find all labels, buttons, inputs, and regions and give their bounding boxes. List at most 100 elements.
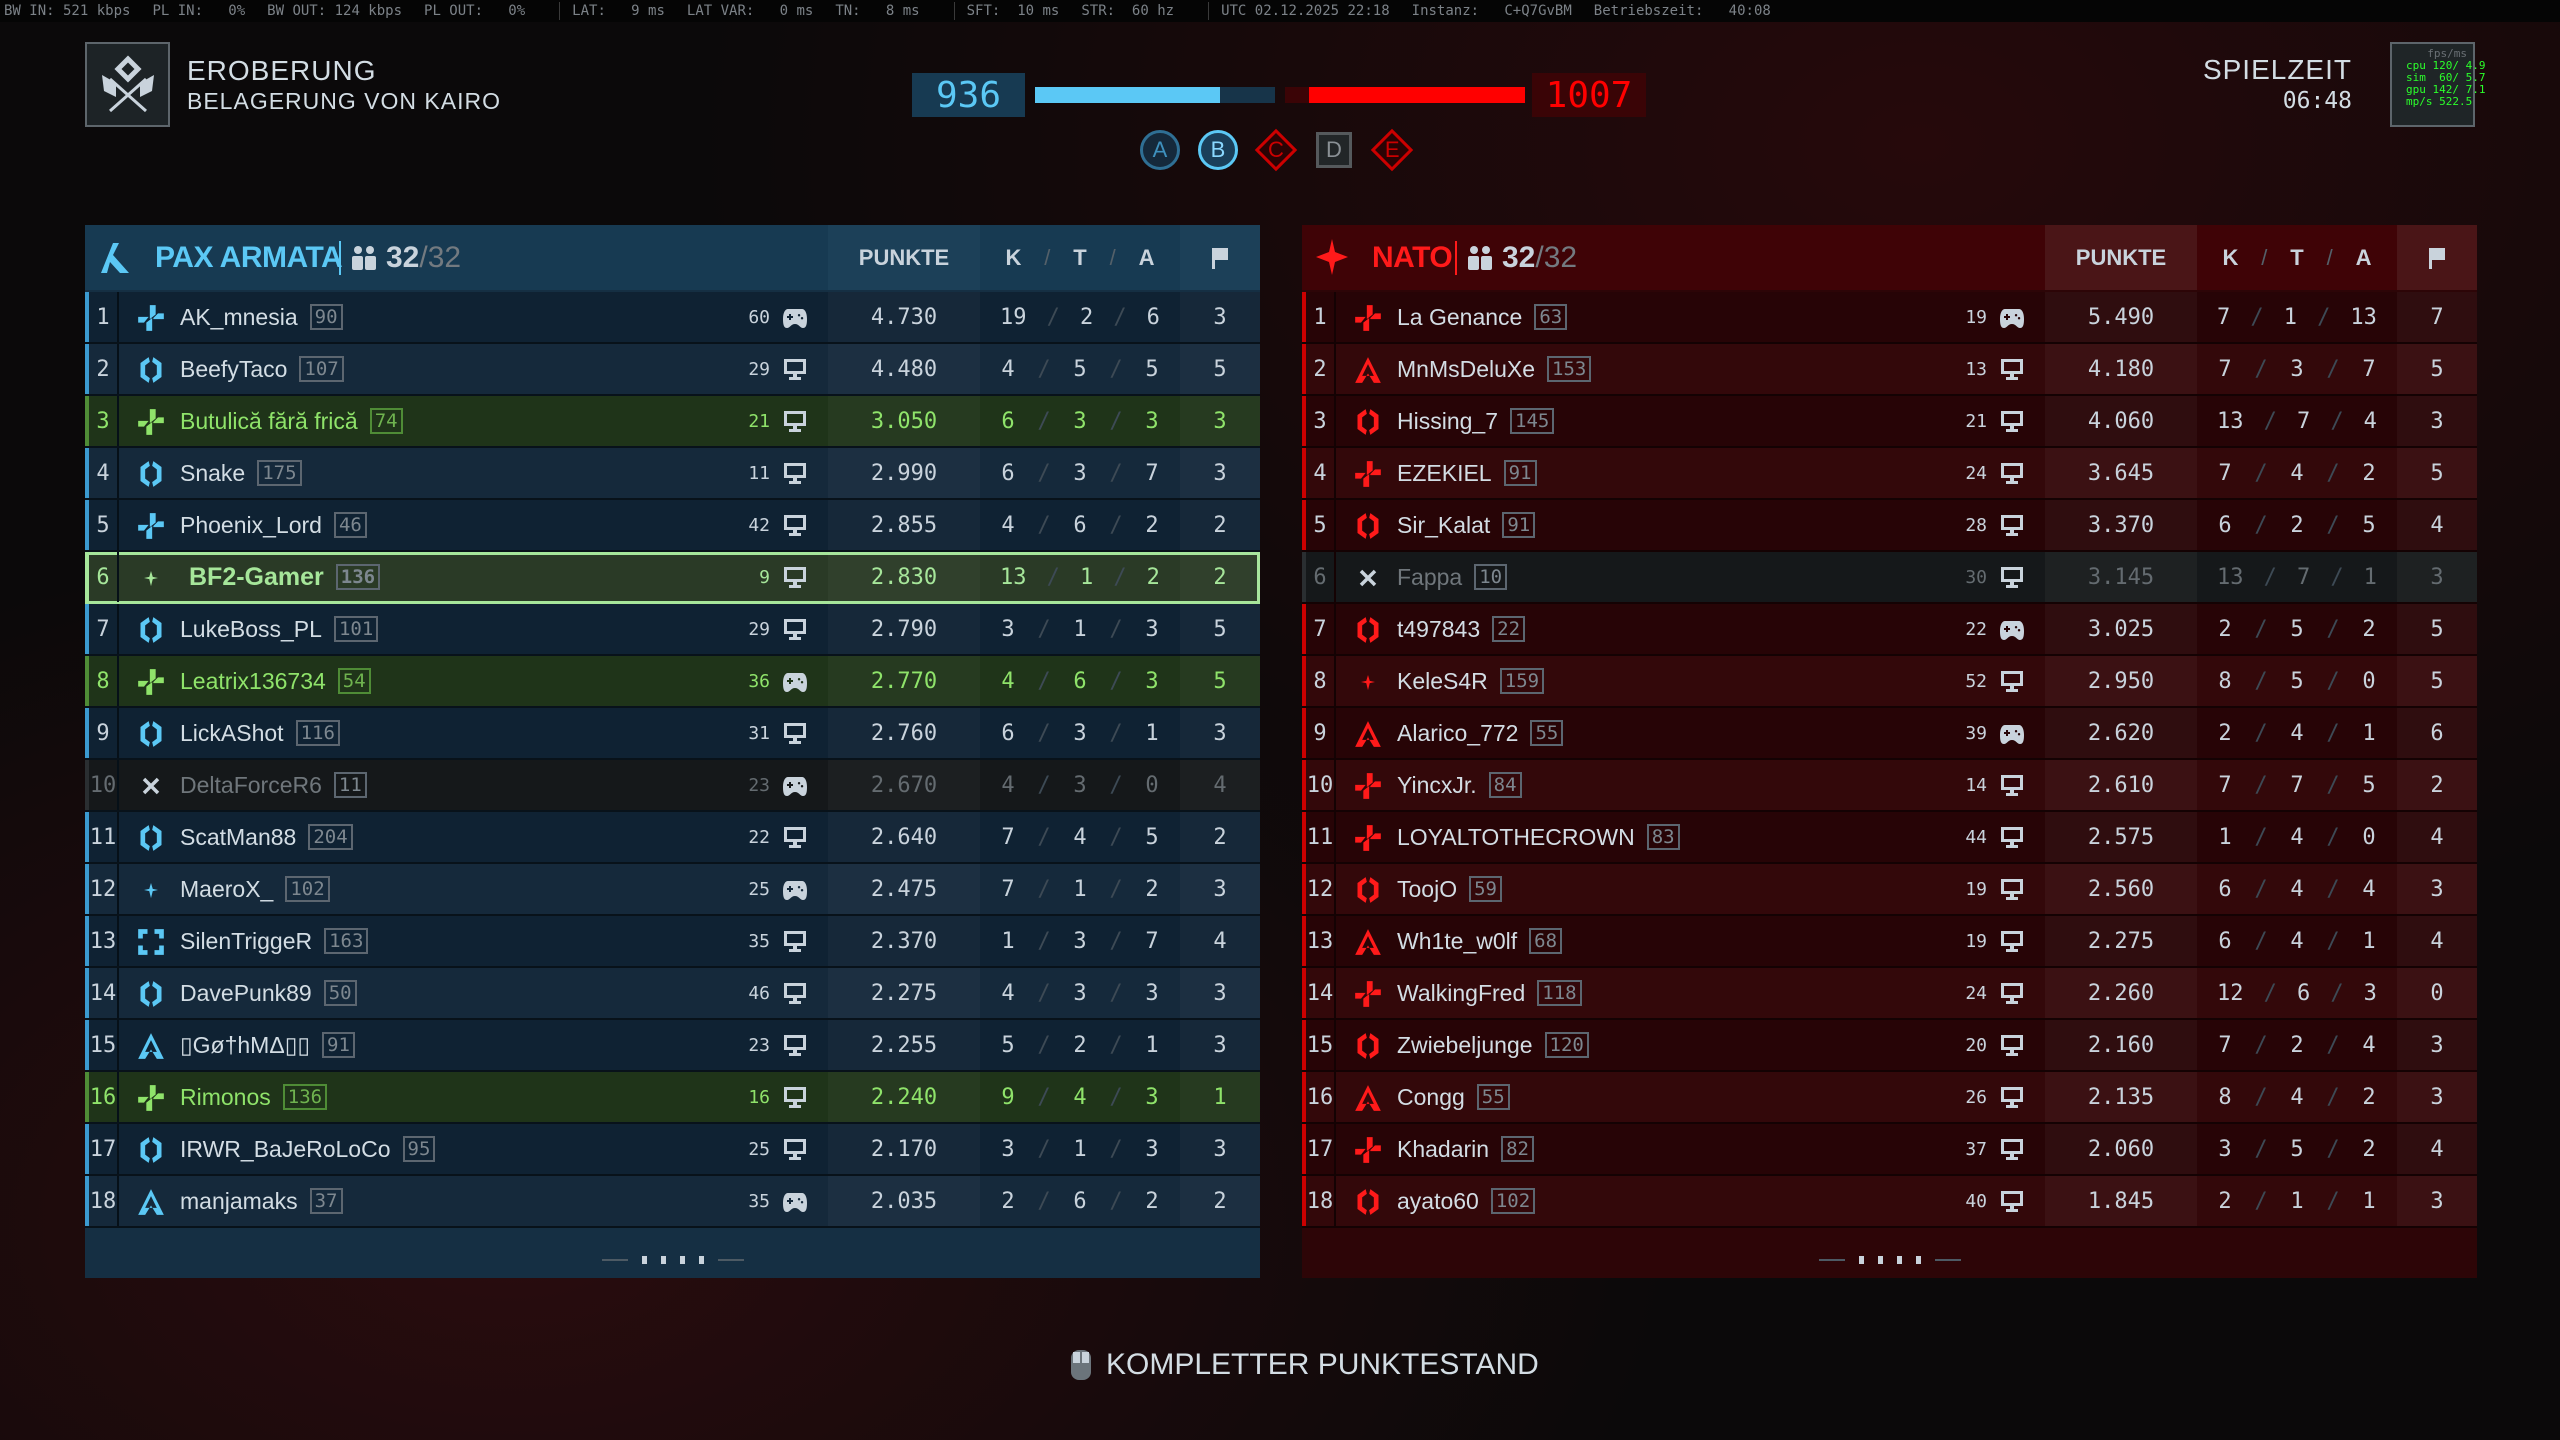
player-name[interactable]: MaeroX_ [180, 875, 274, 902]
player-row[interactable]: 17 Khadarin 82 37 2.060 3/5/2 4 [1302, 1124, 2477, 1176]
player-row[interactable]: 10 YincxJr. 84 14 2.610 7/7/5 2 [1302, 760, 2477, 812]
player-name[interactable]: La Genance [1397, 303, 1523, 330]
player-name[interactable]: t497843 [1397, 615, 1481, 642]
page-indicator[interactable] [1302, 1256, 2477, 1264]
player-deaths: 1 [1073, 876, 1087, 902]
column-header-score[interactable]: PUNKTE [2045, 225, 2197, 290]
player-name[interactable]: Fappa [1397, 563, 1463, 590]
player-name[interactable]: EZEKIEL [1397, 459, 1492, 486]
player-row[interactable]: 5 Phoenix_Lord 46 42 2.855 4/6/2 2 [85, 500, 1260, 552]
player-row[interactable]: 12 ToojO 59 19 2.560 6/4/4 3 [1302, 864, 2477, 916]
player-name[interactable]: Phoenix_Lord [180, 511, 322, 538]
player-assists: 6 [1146, 304, 1160, 330]
pc-monitor-icon [2001, 463, 2023, 484]
column-header-kills[interactable]: K [1005, 244, 1022, 270]
player-name[interactable]: Khadarin [1397, 1135, 1490, 1162]
player-row[interactable]: 14 WalkingFred 118 24 2.260 12/6/3 0 [1302, 968, 2477, 1020]
column-header-deaths[interactable]: T [2290, 244, 2304, 270]
player-row[interactable]: 9 Alarico_772 55 39 2.620 2/4/1 6 [1302, 708, 2477, 760]
player-name[interactable]: Alarico_772 [1397, 719, 1519, 746]
player-deaths: 3 [1073, 408, 1087, 434]
player-name[interactable]: Wh1te_w0lf [1397, 927, 1518, 954]
player-name[interactable]: DeltaForceR6 [180, 771, 322, 798]
player-assists: 7 [2362, 356, 2376, 382]
column-header-score[interactable]: PUNKTE [828, 225, 980, 290]
player-row[interactable]: 18 ayato60 102 40 1.845 2/1/1 3 [1302, 1176, 2477, 1228]
player-name[interactable]: ScatMan88 [180, 823, 297, 850]
player-name[interactable]: manjamaks [180, 1187, 298, 1214]
player-name[interactable]: Butulică fără frică [180, 407, 358, 434]
player-row[interactable]: 16 Rimonos 136 16 2.240 9/4/3 1 [85, 1072, 1260, 1124]
player-name[interactable]: WalkingFred [1397, 979, 1526, 1006]
player-row[interactable]: 7 LukeBoss_PL 101 29 2.790 3/1/3 5 [85, 604, 1260, 656]
player-row[interactable]: 11 LOYALTOTHECROWN 83 44 2.575 1/4/0 4 [1302, 812, 2477, 864]
player-name[interactable]: IRWR_BaJeRoLoCo [180, 1135, 391, 1162]
player-name[interactable]: BeefyTaco [180, 355, 288, 382]
player-row[interactable]: 15 ▯Gø†hMΔ▯▯ 91 23 2.255 5/2/1 3 [85, 1020, 1260, 1072]
player-name[interactable]: Congg [1397, 1083, 1465, 1110]
player-name[interactable]: LukeBoss_PL [180, 615, 322, 642]
player-rank: 7 [1306, 604, 1336, 654]
player-row[interactable]: 8 Leatrix136734 54 36 2.770 4/6/3 5 [85, 656, 1260, 708]
player-row[interactable]: 4 Snake 175 11 2.990 6/3/7 3 [85, 448, 1260, 500]
player-row[interactable]: 2 MnMsDeluXe 153 13 4.180 7/3/7 5 [1302, 344, 2477, 396]
player-row[interactable]: 7 t497843 22 22 3.025 2/5/2 5 [1302, 604, 2477, 656]
player-row[interactable]: 11 ScatMan88 204 22 2.640 7/4/5 2 [85, 812, 1260, 864]
player-name[interactable]: LickAShot [180, 719, 284, 746]
player-ping: 35 [748, 1190, 770, 1212]
column-header-kills[interactable]: K [2222, 244, 2239, 270]
player-name[interactable]: DavePunk89 [180, 979, 312, 1006]
page-indicator[interactable] [85, 1256, 1260, 1264]
player-name[interactable]: ToojO [1397, 875, 1458, 902]
player-assists: 2 [1145, 876, 1159, 902]
player-name[interactable]: MnMsDeluXe [1397, 355, 1536, 382]
column-header-assists[interactable]: A [2355, 244, 2372, 270]
player-row[interactable]: 17 IRWR_BaJeRoLoCo 95 25 2.170 3/1/3 3 [85, 1124, 1260, 1176]
player-row[interactable]: 2 BeefyTaco 107 29 4.480 4/5/5 5 [85, 344, 1260, 396]
column-header-kta[interactable]: K / T / A [1005, 244, 1155, 270]
player-row[interactable]: 13 Wh1te_w0lf 68 19 2.275 6/4/1 4 [1302, 916, 2477, 968]
player-name[interactable]: Zwiebeljunge [1397, 1031, 1533, 1058]
player-flags: 3 [2397, 396, 2477, 446]
column-header-flags[interactable] [1180, 225, 1260, 290]
player-name[interactable]: Rimonos [180, 1083, 271, 1110]
player-ping: 19 [1965, 878, 1987, 900]
player-row[interactable]: 12 MaeroX_ 102 25 2.475 7/1/2 3 [85, 864, 1260, 916]
player-name[interactable]: ▯Gø†hMΔ▯▯ [180, 1031, 311, 1058]
player-row[interactable]: 3 Butulică fără frică 74 21 3.050 6/3/3 3 [85, 396, 1260, 448]
player-name[interactable]: BF2-Gamer [189, 562, 324, 591]
player-name[interactable]: LOYALTOTHECROWN [1397, 823, 1635, 850]
player-row[interactable]: 9 LickAShot 116 31 2.760 6/3/1 3 [85, 708, 1260, 760]
player-name[interactable]: Leatrix136734 [180, 667, 326, 694]
column-header-kta[interactable]: K / T / A [2222, 244, 2372, 270]
player-row[interactable]: 5 Sir_Kalat 91 28 3.370 6/2/5 4 [1302, 500, 2477, 552]
player-row[interactable]: 4 EZEKIEL 91 24 3.645 7/4/2 5 [1302, 448, 2477, 500]
player-rank: 17 [1306, 1124, 1336, 1174]
player-row[interactable]: 16 Congg 55 26 2.135 8/4/2 3 [1302, 1072, 2477, 1124]
row-team-stripe [1302, 396, 1306, 446]
player-row[interactable]: 6 Fappa 10 30 3.145 13/7/1 3 [1302, 552, 2477, 604]
player-row[interactable]: 14 DavePunk89 50 46 2.275 4/3/3 3 [85, 968, 1260, 1020]
full-scoreboard-button[interactable]: KOMPLETTER PUNKTESTAND [1070, 1348, 1539, 1382]
column-header-deaths[interactable]: T [1073, 244, 1087, 270]
player-name[interactable]: Snake [180, 459, 246, 486]
player-name[interactable]: KeleS4R [1397, 667, 1488, 694]
player-row[interactable]: 8 KeleS4R 159 52 2.950 8/5/0 5 [1302, 656, 2477, 708]
player-row[interactable]: 18 manjamaks 37 35 2.035 2/6/2 2 [85, 1176, 1260, 1228]
player-name[interactable]: AK_mnesia [180, 303, 298, 330]
player-row[interactable]: 3 Hissing_7 145 21 4.060 13/7/4 3 [1302, 396, 2477, 448]
player-row[interactable]: 1 AK_mnesia 90 60 4.730 19/2/6 3 [85, 292, 1260, 344]
player-name[interactable]: Hissing_7 [1397, 407, 1498, 434]
player-name[interactable]: SilenTriggeR [180, 927, 313, 954]
column-header-flags[interactable] [2397, 225, 2477, 290]
row-team-stripe [85, 500, 89, 550]
column-header-assists[interactable]: A [1138, 244, 1155, 270]
player-name[interactable]: ayato60 [1397, 1187, 1479, 1214]
player-row[interactable]: 13 SilenTriggeR 163 35 2.370 1/3/7 4 [85, 916, 1260, 968]
player-row[interactable]: 1 La Genance 63 19 5.490 7/1/13 7 [1302, 292, 2477, 344]
player-name[interactable]: Sir_Kalat [1397, 511, 1491, 538]
player-row[interactable]: 6 BF2-Gamer 136 9 2.830 13/1/2 2 [85, 552, 1260, 604]
player-row[interactable]: 10 DeltaForceR6 11 23 2.670 4/3/0 4 [85, 760, 1260, 812]
player-name[interactable]: YincxJr. [1397, 771, 1477, 798]
player-row[interactable]: 15 Zwiebeljunge 120 20 2.160 7/2/4 3 [1302, 1020, 2477, 1072]
